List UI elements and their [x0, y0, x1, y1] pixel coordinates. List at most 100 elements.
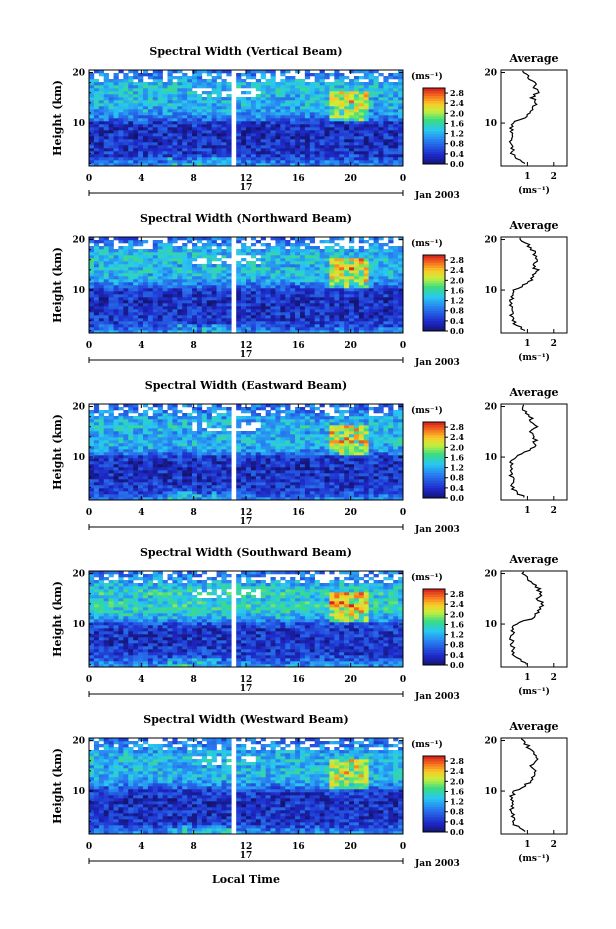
heatmap-cell	[275, 252, 281, 256]
heatmap-cell	[363, 73, 369, 77]
heatmap-cell	[206, 151, 212, 155]
heatmap-cell	[265, 82, 271, 86]
heatmap-cell	[255, 85, 262, 89]
heatmap-cell	[353, 109, 360, 113]
heatmap-cell	[260, 330, 266, 334]
heatmap-cell	[314, 476, 320, 480]
heatmap-cell	[339, 106, 345, 110]
heatmap-cell	[147, 482, 154, 486]
heatmap-cell	[241, 464, 247, 468]
heatmap-cell	[128, 112, 134, 116]
heatmap-cell	[133, 482, 139, 486]
heatmap-cell	[393, 160, 399, 164]
heatmap-cell	[324, 288, 330, 292]
heatmap-cell	[167, 252, 173, 256]
heatmap-cell	[299, 127, 306, 131]
heatmap-cell	[388, 127, 394, 131]
heatmap-cell	[280, 136, 286, 140]
heatmap-cell	[344, 109, 350, 113]
heatmap-cell	[349, 455, 355, 459]
heatmap-cell	[133, 491, 139, 495]
heatmap-cell	[128, 324, 134, 328]
heatmap-cell	[221, 130, 227, 134]
heatmap-cell	[196, 267, 203, 271]
heatmap-cell	[349, 139, 355, 143]
heatmap-cell	[280, 139, 286, 143]
heatmap-cell	[349, 324, 355, 328]
heatmap-cell	[211, 288, 217, 292]
colorbar-tick-label: 2.4	[450, 265, 464, 275]
colorbar-swatch	[423, 115, 445, 119]
heatmap-cell	[103, 252, 109, 256]
heatmap-cell	[133, 261, 139, 265]
heatmap-cell	[147, 285, 154, 289]
x-tick-label: 12	[240, 341, 253, 351]
heatmap-cell	[358, 473, 365, 477]
heatmap-cell	[358, 294, 365, 298]
heatmap-cell	[187, 330, 193, 334]
heatmap-cell	[147, 464, 154, 468]
heatmap-cell	[393, 151, 399, 155]
heatmap-cell	[152, 103, 158, 107]
heatmap-cell	[187, 315, 193, 319]
heatmap-cell	[280, 279, 286, 283]
heatmap-cell	[398, 479, 404, 483]
heatmap-cell	[89, 88, 95, 92]
heatmap-cell	[265, 148, 271, 152]
heatmap-cell	[157, 285, 163, 289]
heatmap-cell	[192, 118, 198, 122]
heatmap-cell	[324, 157, 330, 161]
heatmap-cell	[103, 88, 109, 92]
heatmap-cell	[255, 479, 262, 483]
heatmap-cell	[334, 315, 340, 319]
heatmap-cell	[353, 470, 360, 474]
heatmap-cell	[314, 115, 320, 119]
heatmap-cell	[196, 327, 203, 331]
heatmap-cell	[265, 118, 271, 122]
heatmap-cell	[295, 300, 301, 304]
heatmap-cell	[270, 291, 276, 295]
heatmap-cell	[339, 488, 345, 492]
heatmap-cell	[182, 497, 188, 501]
heatmap-cell	[344, 479, 350, 483]
heatmap-cell	[255, 318, 262, 322]
average-frame	[500, 69, 568, 167]
heatmap-cell	[373, 112, 379, 116]
heatmap-cell	[329, 488, 335, 492]
heatmap-cell	[255, 70, 262, 74]
heatmap-cell	[133, 494, 139, 498]
heatmap-cell	[216, 88, 222, 92]
heatmap-cell	[157, 115, 163, 119]
heatmap-cell	[358, 154, 365, 158]
heatmap-cell	[334, 133, 340, 137]
heatmap-cell	[103, 103, 109, 107]
heatmap-cell	[103, 154, 109, 158]
heatmap-cell	[246, 157, 252, 161]
heatmap-cell	[285, 288, 291, 292]
colorbar-swatch	[423, 280, 445, 284]
heatmap-cell	[363, 163, 369, 167]
heatmap-cell	[270, 303, 276, 307]
heatmap-cell	[368, 485, 374, 489]
heatmap-cell	[324, 300, 330, 304]
heatmap-cell	[280, 240, 286, 244]
heatmap-cell	[398, 94, 404, 98]
heatmap-cell	[378, 139, 384, 143]
heatmap-cell	[285, 145, 291, 149]
heatmap-cell	[329, 464, 335, 468]
heatmap-cell	[270, 330, 276, 334]
heatmap-cell	[295, 79, 301, 83]
heatmap-cell	[250, 494, 257, 498]
heatmap-cell	[241, 157, 247, 161]
heatmap-cell	[133, 151, 139, 155]
heatmap-cell	[329, 115, 335, 119]
heatmap-cell	[329, 470, 335, 474]
heatmap-cell	[123, 127, 129, 131]
heatmap-cell	[388, 121, 394, 125]
heatmap-cell	[270, 88, 276, 92]
heatmap-cell	[299, 276, 306, 280]
heatmap-cell	[172, 118, 178, 122]
heatmap-cell	[221, 145, 227, 149]
heatmap-cell	[211, 327, 217, 331]
heatmap-cell	[133, 85, 139, 89]
